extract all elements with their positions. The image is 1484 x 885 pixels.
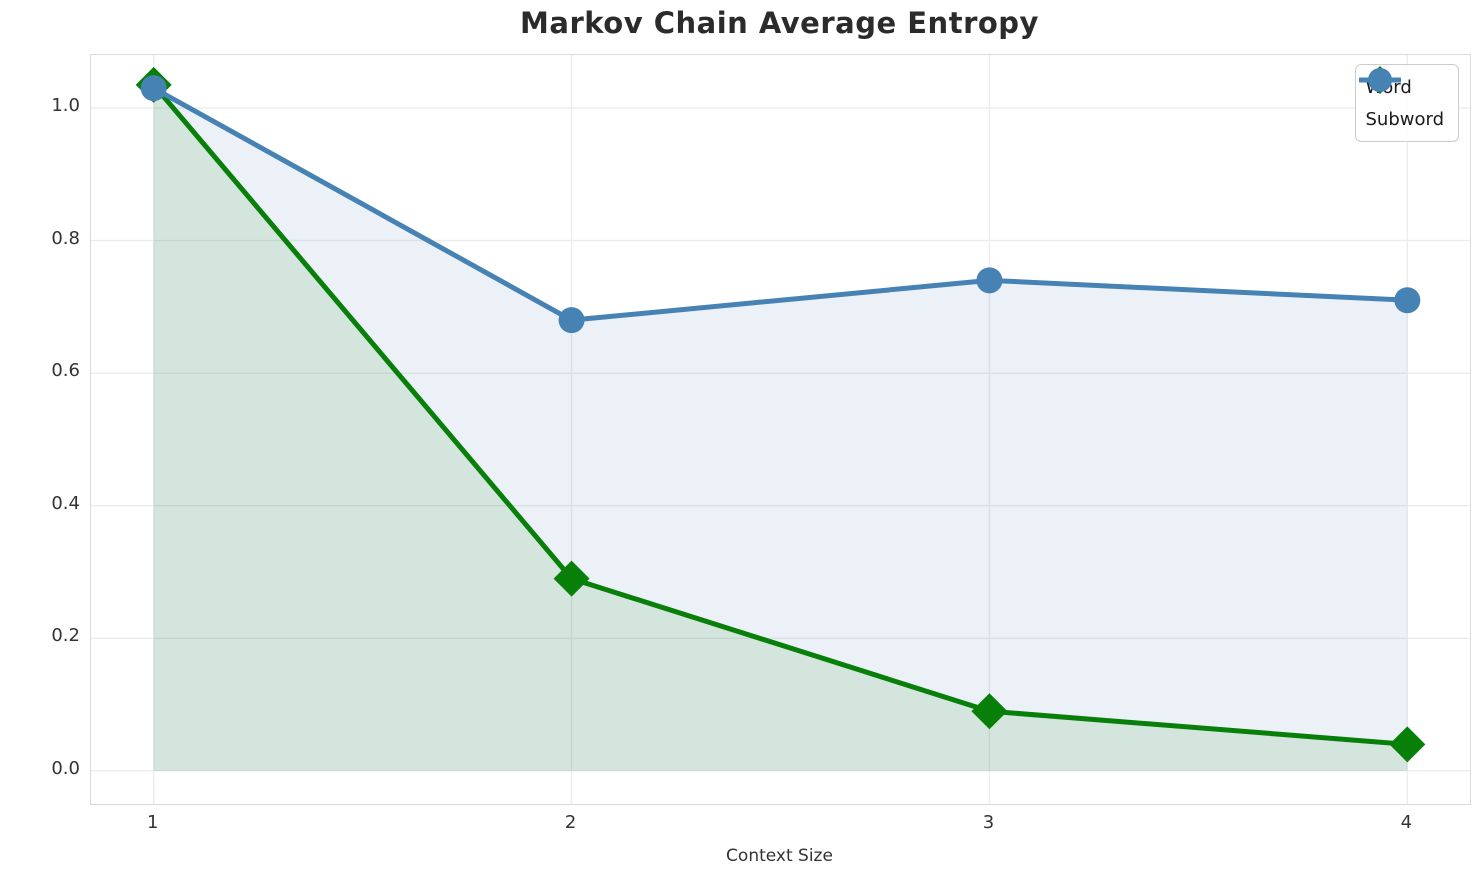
y-tick-label-0.8: 0.8	[51, 227, 80, 249]
legend-label-subword: Subword	[1365, 108, 1444, 130]
data-point-subword-x2	[558, 307, 585, 334]
data-point-word-x2	[553, 560, 590, 597]
data-point-subword-x1	[140, 75, 167, 102]
legend-item-subword: Subword	[1359, 68, 1444, 134]
legend: Word Subword	[1355, 64, 1459, 142]
data-point-word-x4	[1389, 726, 1426, 763]
y-tick-label-0.2: 0.2	[51, 625, 80, 647]
x-tick-label-4: 4	[1400, 812, 1413, 833]
x-tick-label-1: 1	[146, 812, 159, 833]
area-fill-subword	[153, 88, 1408, 771]
y-tick-label-0.6: 0.6	[51, 360, 80, 382]
data-point-subword-x4	[1394, 287, 1421, 314]
data-point-subword-x3	[976, 267, 1003, 294]
line-subword	[151, 85, 1410, 323]
line-word	[151, 82, 1410, 747]
x-axis-label: Context Size	[726, 846, 833, 866]
y-tick-label-0.4: 0.4	[51, 492, 80, 514]
chart-title: Markov Chain Average Entropy	[520, 6, 1039, 40]
x-tick-label-3: 3	[982, 812, 995, 833]
y-tick-label-1.0: 1.0	[51, 95, 80, 117]
chart-canvas	[91, 55, 1470, 804]
y-tick-label-0.0: 0.0	[51, 757, 80, 779]
area-fill-word	[153, 84, 1408, 771]
data-point-word-x3	[971, 693, 1008, 730]
x-tick-label-2: 2	[564, 812, 577, 833]
plot-area: Word Subword	[90, 54, 1471, 805]
subword-circle-marker-icon	[1359, 68, 1402, 92]
